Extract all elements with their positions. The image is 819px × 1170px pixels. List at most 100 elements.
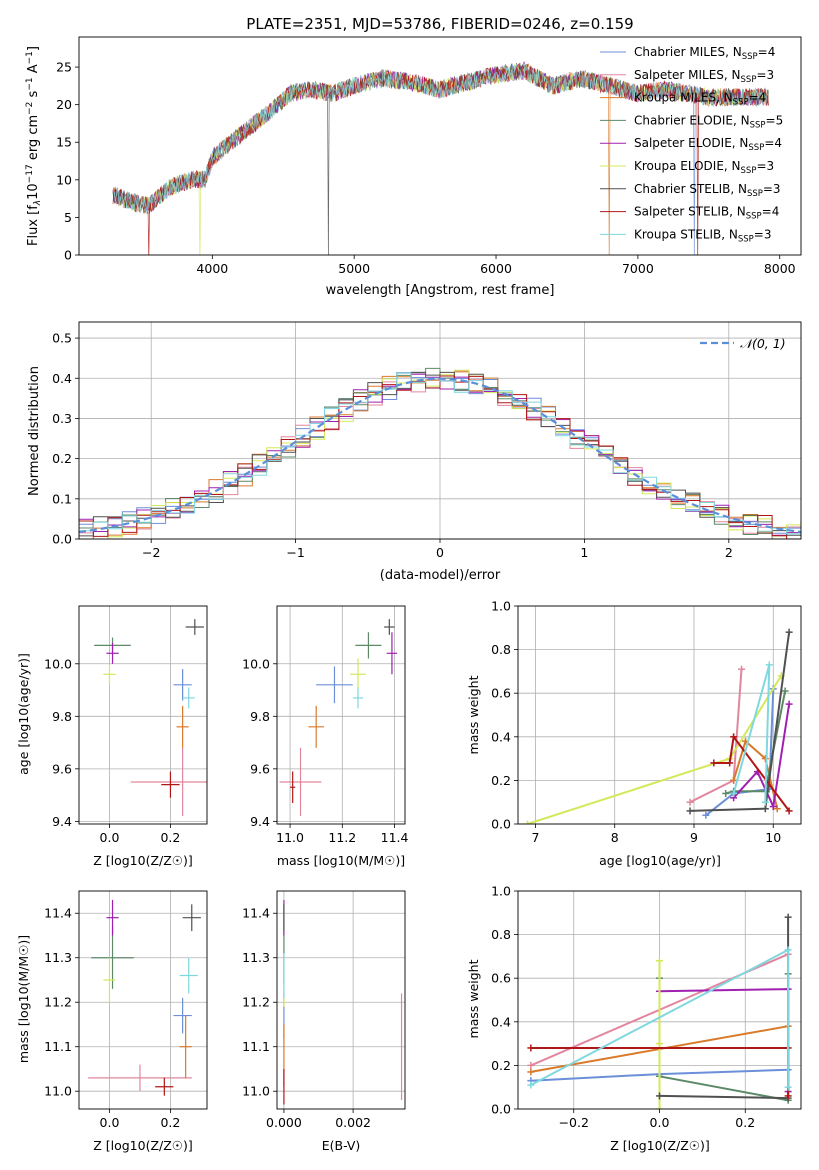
- y-tick-label: 11.1: [242, 1039, 270, 1054]
- legend-sub: SSP: [748, 143, 764, 153]
- y-tick-label: 9.6: [52, 761, 72, 776]
- y-tick-label: 9.4: [250, 814, 270, 829]
- legend-entry: Salpeter STELIB, NSSP=4: [634, 205, 779, 222]
- legend-main: Kroupa STELIB, N: [634, 227, 738, 241]
- legend-main: Kroupa ELODIE, N: [634, 159, 741, 173]
- spectrum-xlabel: wavelength [Angstrom, rest frame]: [326, 283, 555, 298]
- legend-entry: Chabrier MILES, NSSP=4: [634, 45, 775, 62]
- x-tick-label: 0: [436, 545, 444, 560]
- x-tick-label: 5000: [338, 261, 370, 276]
- legend-main: Salpeter ELODIE, N: [634, 136, 748, 150]
- y-tick-label: 9.4: [52, 814, 72, 829]
- legend-sub: SSP: [738, 234, 754, 244]
- legend-main: Salpeter STELIB, N: [634, 205, 746, 219]
- y-tick-label: 15: [56, 135, 72, 150]
- legend-entry: Kroupa MILES, NSSP=4: [634, 91, 766, 108]
- z-weight-ylabel: mass weight: [466, 959, 481, 1038]
- residual-histogram-panel: −2 −1 0 1 2 0.0 0.1 0.2 0.3 0.4 0.5 𝒩(0, 1): [52, 321, 802, 560]
- age-weight-xlabel: age [log10(age/yr)]: [599, 853, 721, 868]
- x-tick-label: 1: [580, 545, 588, 560]
- weight-line: [689, 632, 791, 812]
- x-tick-label: 0.0: [650, 1115, 670, 1130]
- x-tick-label: 4000: [196, 261, 228, 276]
- legend-main: Chabrier STELIB, N: [634, 182, 747, 196]
- z-mass-ylabel: mass [log10(M/M☉)]: [16, 935, 31, 1063]
- x-tick-label: 0.002: [335, 1115, 371, 1130]
- x-tick-label: 7: [531, 830, 539, 845]
- axes-frame: [78, 36, 802, 256]
- legend-main: Chabrier ELODIE, N: [634, 113, 750, 127]
- spectrum-ylabel-e: erg cm: [26, 115, 41, 164]
- z-age-xlabel: Z [log10(Z/Z☉)]: [93, 853, 193, 868]
- y-tick-label: 9.8: [250, 709, 270, 724]
- spectrum-ylabel-g: s: [26, 90, 41, 101]
- y-tick-label: 9.8: [52, 709, 72, 724]
- x-tick-label: 0.0: [100, 1115, 120, 1130]
- y-tick-label: 11.0: [44, 1084, 72, 1099]
- y-tick-label: 11.4: [242, 906, 270, 921]
- legend-tail: =4: [749, 91, 767, 105]
- legend-tail: =5: [766, 113, 784, 127]
- metallicity-age-panel: 0.0 0.2 9.4 9.6 9.8 10.0: [44, 605, 208, 845]
- axes-frame: [78, 321, 802, 540]
- metallicity-mass-panel: 0.0 0.2 11.0 11.1 11.2 11.3 11.4: [44, 890, 208, 1130]
- legend-entry: 𝒩(0, 1): [740, 336, 786, 351]
- legend-sub: SSP: [742, 52, 758, 62]
- y-tick-label: 0.6: [491, 686, 511, 701]
- x-tick-label: 7000: [622, 261, 654, 276]
- hist-ylabel: Normed distribution: [27, 366, 42, 496]
- z-weight-xlabel: Z [log10(Z/Z☉)]: [610, 1138, 710, 1153]
- x-tick-label: 0.000: [266, 1115, 302, 1130]
- y-tick-label: 10: [56, 172, 72, 187]
- z-age-ylabel: age [log10(age/yr)]: [16, 653, 31, 775]
- x-tick-label: −1: [286, 545, 304, 560]
- errorbar-layer: [279, 619, 398, 817]
- x-tick-label: 0.2: [735, 1115, 755, 1130]
- spectrum-ylabel-d: −17: [25, 164, 35, 183]
- x-tick-label: 9: [690, 830, 698, 845]
- legend-main: Kroupa MILES, N: [634, 91, 733, 105]
- weight-line: [732, 664, 771, 803]
- mass-age-panel: 11.0 11.2 11.4 9.4 9.6 9.8 10.0: [242, 605, 409, 845]
- x-tick-label: −0.2: [559, 1115, 589, 1130]
- legend-sub: SSP: [750, 120, 766, 130]
- x-tick-label: 0.2: [160, 830, 180, 845]
- y-tick-label: 9.6: [250, 761, 270, 776]
- legend-tail: =4: [758, 45, 776, 59]
- extinction-mass-panel: 0.000 0.002 11.0 11.1 11.2 11.3 11.4: [242, 890, 406, 1130]
- y-tick-label: 11.2: [242, 995, 270, 1010]
- figure-title: PLATE=2351, MJD=53786, FIBERID=0246, z=0…: [246, 15, 633, 33]
- axes-frame: [78, 605, 208, 825]
- y-tick-label: 0.0: [52, 532, 72, 547]
- ebv-mass-xlabel: E(B-V): [322, 1138, 361, 1153]
- legend-sub: SSP: [733, 98, 749, 108]
- y-tick-label: 0: [64, 248, 72, 263]
- legend-sub: SSP: [747, 189, 763, 199]
- spectrum-line: [112, 63, 769, 213]
- axes-frame: [276, 890, 406, 1110]
- errorbar-layer: [283, 899, 403, 1105]
- z-mass-xlabel: Z [log10(Z/Z☉)]: [93, 1138, 193, 1153]
- spectrum-ylabel-a: Flux [f: [26, 205, 41, 246]
- y-tick-label: 0.1: [52, 491, 72, 506]
- spectrum-ylabel: Flux [fλ10−17 erg cm−2 s−1 A−1]: [25, 46, 43, 246]
- y-tick-label: 25: [56, 60, 72, 75]
- y-tick-label: 0.0: [491, 1102, 511, 1117]
- y-tick-label: 11.3: [242, 950, 270, 965]
- y-tick-label: 0.3: [52, 411, 72, 426]
- legend-tail: =3: [756, 159, 774, 173]
- x-tick-label: −2: [142, 545, 160, 560]
- y-tick-label: 11.0: [242, 1084, 270, 1099]
- histogram-series: [79, 367, 801, 539]
- legend-entry: Chabrier ELODIE, NSSP=5: [634, 113, 783, 130]
- y-tick-label: 11.4: [44, 906, 72, 921]
- spectrum-series: [112, 63, 769, 213]
- spectrum-ylabel-f: −2: [25, 102, 35, 115]
- legend-entry: Kroupa STELIB, NSSP=3: [634, 227, 772, 244]
- y-tick-label: 0.5: [52, 331, 72, 346]
- axes-frame: [517, 605, 802, 825]
- legend-tail: =4: [762, 205, 780, 219]
- legend-entry: Kroupa ELODIE, NSSP=3: [634, 159, 774, 176]
- spectrum-ylabel-j: −1: [25, 51, 35, 64]
